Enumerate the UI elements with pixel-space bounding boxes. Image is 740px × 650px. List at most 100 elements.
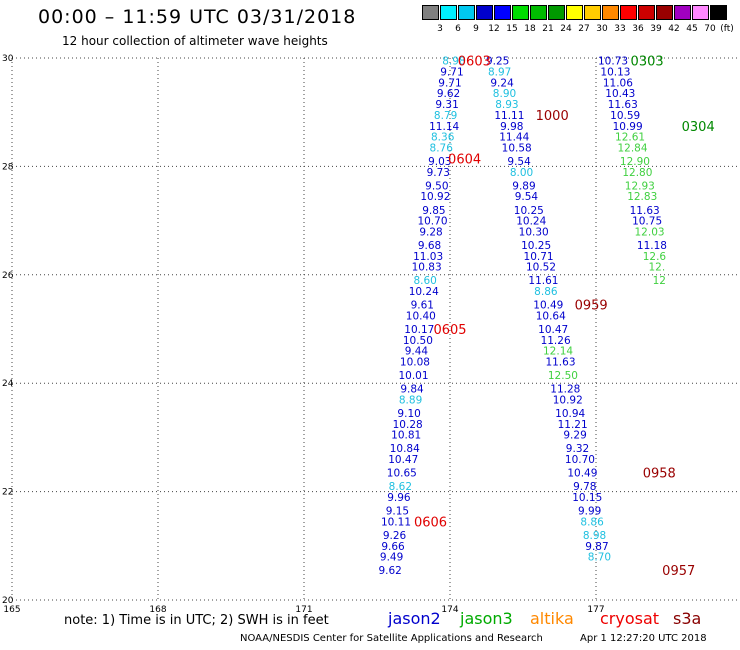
color-swatch xyxy=(710,5,727,20)
wave-height-value: 9.50 xyxy=(425,180,448,192)
legend-item-altika: altika xyxy=(530,609,574,628)
y-tick-label: 22 xyxy=(2,488,13,498)
wave-height-value: 12.61 xyxy=(615,132,645,144)
legend-item-jason2: jason2 xyxy=(388,609,441,628)
wave-height-value: 9.87 xyxy=(585,541,608,553)
wave-height-value: 11.26 xyxy=(541,335,571,347)
credit-text: NOAA/NESDIS Center for Satellite Applica… xyxy=(240,633,543,644)
wave-height-value: 10.94 xyxy=(555,408,585,420)
color-scale-label: 39 xyxy=(650,24,662,34)
wave-height-value: 8.86 xyxy=(534,286,558,298)
wave-height-value: 12 xyxy=(653,275,666,287)
color-scale-label: 6 xyxy=(455,24,461,34)
note-text: note: 1) Time is in UTC; 2) SWH is in fe… xyxy=(64,613,329,628)
time-label: 0606 xyxy=(414,515,447,530)
y-tick-label: 28 xyxy=(2,162,14,172)
wave-height-value: 9.71 xyxy=(438,77,461,89)
wave-height-value: 11.18 xyxy=(637,240,667,252)
wave-height-value: 9.26 xyxy=(383,530,407,542)
wave-height-value: 9.98 xyxy=(500,121,523,133)
wave-height-value: 9.25 xyxy=(486,56,509,68)
wave-height-value: 11.63 xyxy=(630,205,660,217)
color-swatch xyxy=(674,5,691,20)
color-scale-label: 3 xyxy=(437,24,443,34)
wave-height-value: 11.06 xyxy=(603,77,633,89)
x-tick-label: 171 xyxy=(295,605,312,615)
color-swatch xyxy=(584,5,601,20)
wave-height-value: 8.00 xyxy=(510,167,533,179)
color-scale-label: 15 xyxy=(506,24,518,34)
wave-height-value: 10.71 xyxy=(524,251,554,263)
wave-height-value: 9.84 xyxy=(400,384,424,396)
wave-height-value: 9.15 xyxy=(386,506,409,518)
wave-height-value: 12.90 xyxy=(620,156,650,168)
wave-height-value: 10.50 xyxy=(403,335,433,347)
wave-height-value: 9.62 xyxy=(378,565,401,577)
color-scale-label: 21 xyxy=(542,24,554,34)
color-scale-label: 33 xyxy=(614,24,626,34)
wave-height-value: 10.49 xyxy=(567,468,597,480)
wave-height-value: 8.60 xyxy=(413,275,436,287)
wave-height-value: 10.99 xyxy=(613,121,643,133)
time-label: 1000 xyxy=(536,109,569,124)
color-swatch xyxy=(458,5,475,20)
wave-height-value: 9.54 xyxy=(515,191,539,203)
wave-height-value: 9.03 xyxy=(428,156,451,168)
wave-height-value: 8.98 xyxy=(442,56,465,68)
wave-height-value: 10.28 xyxy=(393,419,423,431)
wave-height-value: 8.93 xyxy=(495,99,518,111)
color-swatch xyxy=(566,5,583,20)
wave-height-value: 9.44 xyxy=(405,346,429,358)
wave-height-value: 10.58 xyxy=(502,142,532,154)
wave-height-value: 10.25 xyxy=(514,205,544,217)
x-tick-label: 177 xyxy=(587,605,604,615)
color-swatch xyxy=(476,5,493,20)
color-swatch xyxy=(494,5,511,20)
y-tick-label: 20 xyxy=(2,596,14,606)
wave-height-value: 10.92 xyxy=(553,394,583,406)
color-scale-label: 27 xyxy=(578,24,590,34)
wave-height-value: 10.17 xyxy=(404,324,434,336)
y-tick-label: 26 xyxy=(2,271,14,281)
wave-height-value: 10.65 xyxy=(387,468,417,480)
wave-height-value: 11.11 xyxy=(494,110,524,122)
legend-item-cryosat: cryosat xyxy=(600,609,660,628)
wave-height-value: 11.61 xyxy=(528,275,558,287)
wave-height-value: 10.47 xyxy=(388,454,418,466)
wave-height-value: 9.66 xyxy=(381,541,405,553)
wave-height-value: 10.64 xyxy=(536,310,566,322)
y-tick-label: 24 xyxy=(2,379,14,389)
wave-height-value: 10.25 xyxy=(521,240,551,252)
wave-height-value: 12.50 xyxy=(548,370,578,382)
wave-height-value: 9.62 xyxy=(437,88,460,100)
color-swatch xyxy=(602,5,619,20)
time-label: 0959 xyxy=(575,299,608,314)
wave-height-value: 10.81 xyxy=(391,430,421,442)
x-tick-label: 174 xyxy=(441,605,458,615)
wave-height-value: 12.83 xyxy=(627,191,657,203)
color-scale-label: 24 xyxy=(560,24,572,34)
wave-height-value: 11.28 xyxy=(550,384,580,396)
wave-height-value: 9.73 xyxy=(427,167,450,179)
wave-height-value: 9.68 xyxy=(418,240,441,252)
wave-height-value: 10.11 xyxy=(381,516,411,528)
color-swatch xyxy=(512,5,529,20)
wave-height-value: 10.73 xyxy=(598,56,628,68)
wave-height-value: 11.63 xyxy=(608,99,638,111)
wave-height-value: 10.24 xyxy=(409,286,439,298)
time-label: 0603 xyxy=(458,55,491,70)
wave-height-value: 9.99 xyxy=(578,506,601,518)
wave-height-value: 12. xyxy=(648,262,665,274)
x-tick-label: 165 xyxy=(3,605,20,615)
wave-height-value: 8.36 xyxy=(431,132,455,144)
wave-height-value: 10.84 xyxy=(390,443,420,455)
time-label: 0304 xyxy=(682,120,715,135)
color-scale-label: 18 xyxy=(524,24,536,34)
timestamp-text: Apr 1 12:27:20 UTC 2018 xyxy=(580,633,707,644)
wave-height-value: 9.85 xyxy=(422,205,445,217)
wave-height-value: 10.24 xyxy=(516,216,546,228)
wave-height-value: 10.40 xyxy=(406,310,436,322)
wave-height-value: 9.24 xyxy=(490,77,514,89)
wave-height-value: 9.31 xyxy=(435,99,458,111)
color-swatch xyxy=(638,5,655,20)
